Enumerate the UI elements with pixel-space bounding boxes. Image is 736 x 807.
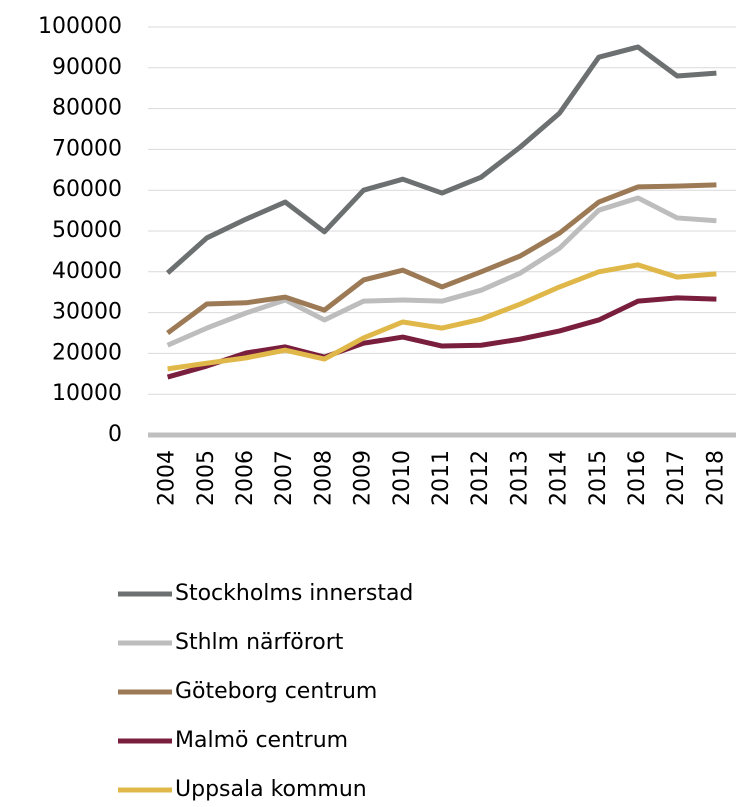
series-line [165, 44, 717, 275]
x-tick-label: 2007 [272, 450, 297, 506]
x-tick-label: 2017 [664, 450, 689, 506]
y-tick-label: 0 [108, 422, 122, 447]
legend-label: Malmö centrum [175, 728, 348, 753]
y-tick-label: 50000 [52, 218, 122, 243]
y-tick-label: 30000 [52, 300, 122, 325]
y-tick-label: 40000 [52, 259, 122, 284]
x-tick-label: 2013 [507, 450, 532, 506]
x-tick-label: 2010 [390, 450, 415, 506]
y-tick-label: 10000 [52, 381, 122, 406]
x-tick-label: 2008 [311, 450, 336, 506]
series-line [166, 182, 717, 336]
legend-label: Stockholms innerstad [175, 581, 413, 606]
legend-label: Uppsala kommun [175, 777, 367, 802]
series-line [166, 195, 717, 348]
x-tick-label: 2005 [194, 450, 219, 506]
x-tick-label: 2015 [586, 450, 611, 506]
x-tick-label: 2018 [703, 450, 728, 506]
x-tick-label: 2012 [468, 450, 493, 506]
legend-label: Göteborg centrum [175, 679, 377, 704]
y-tick-label: 20000 [52, 340, 122, 365]
y-tick-label: 80000 [52, 96, 122, 121]
x-tick-label: 2016 [625, 450, 650, 506]
y-tick-label: 70000 [52, 136, 122, 161]
y-tick-label: 100000 [38, 14, 122, 39]
x-tick-label: 2011 [429, 450, 454, 506]
x-tick-label: 2004 [155, 450, 180, 506]
x-tick-label: 2006 [233, 450, 258, 506]
series-line [167, 262, 717, 372]
y-tick-label: 90000 [52, 55, 122, 80]
y-tick-label: 60000 [52, 177, 122, 202]
legend-label: Sthlm närförort [175, 630, 344, 655]
x-tick-label: 2014 [547, 450, 572, 506]
x-tick-label: 2009 [351, 450, 376, 506]
series-line [166, 295, 717, 380]
